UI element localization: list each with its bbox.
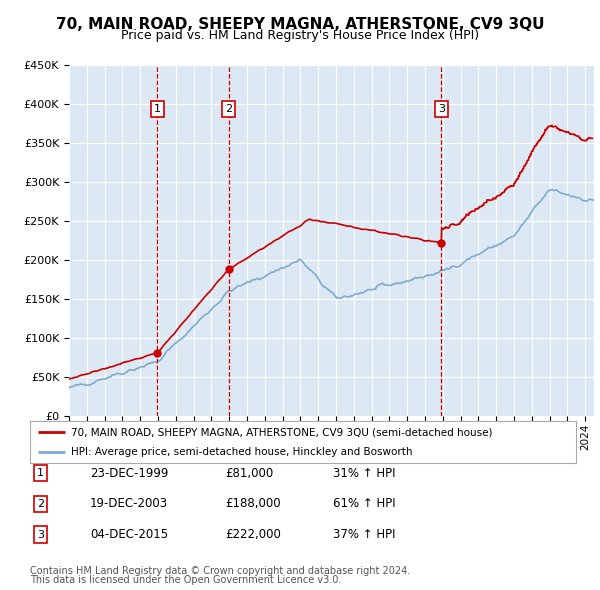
Text: 23-DEC-1999: 23-DEC-1999 [90,467,169,480]
Text: £188,000: £188,000 [225,497,281,510]
Text: £222,000: £222,000 [225,528,281,541]
Text: 70, MAIN ROAD, SHEEPY MAGNA, ATHERSTONE, CV9 3QU: 70, MAIN ROAD, SHEEPY MAGNA, ATHERSTONE,… [56,17,544,31]
Text: £81,000: £81,000 [225,467,273,480]
Text: 3: 3 [37,530,44,539]
Text: 1: 1 [154,104,161,114]
Text: Price paid vs. HM Land Registry's House Price Index (HPI): Price paid vs. HM Land Registry's House … [121,30,479,42]
Text: 61% ↑ HPI: 61% ↑ HPI [333,497,395,510]
Text: 37% ↑ HPI: 37% ↑ HPI [333,528,395,541]
Text: This data is licensed under the Open Government Licence v3.0.: This data is licensed under the Open Gov… [30,575,341,585]
Text: 19-DEC-2003: 19-DEC-2003 [90,497,168,510]
Text: 70, MAIN ROAD, SHEEPY MAGNA, ATHERSTONE, CV9 3QU (semi-detached house): 70, MAIN ROAD, SHEEPY MAGNA, ATHERSTONE,… [71,427,493,437]
Text: 04-DEC-2015: 04-DEC-2015 [90,528,168,541]
Text: 2: 2 [37,499,44,509]
Text: Contains HM Land Registry data © Crown copyright and database right 2024.: Contains HM Land Registry data © Crown c… [30,566,410,576]
Text: HPI: Average price, semi-detached house, Hinckley and Bosworth: HPI: Average price, semi-detached house,… [71,447,412,457]
Text: 3: 3 [438,104,445,114]
Text: 1: 1 [37,468,44,478]
Text: 2: 2 [225,104,232,114]
Text: 31% ↑ HPI: 31% ↑ HPI [333,467,395,480]
